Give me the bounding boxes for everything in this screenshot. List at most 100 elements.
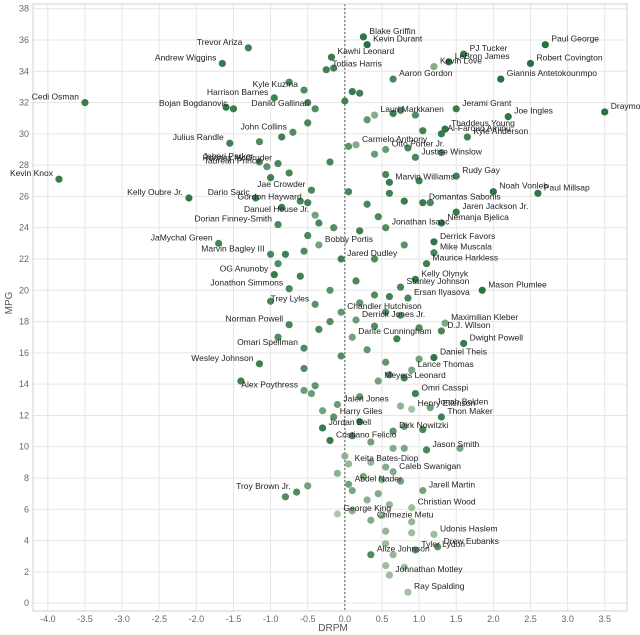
point-label: Jonathan Isaac — [392, 217, 450, 227]
point-label: Bobby Portis — [325, 234, 373, 244]
point-label: Chandler Hutchison — [347, 301, 422, 311]
data-point — [330, 413, 338, 421]
data-point — [411, 111, 419, 119]
data-point — [385, 178, 393, 186]
point-label: Jason Smith — [433, 439, 480, 449]
data-point — [237, 377, 245, 385]
data-point — [263, 163, 271, 171]
data-point — [348, 432, 356, 440]
data-point — [255, 360, 264, 368]
data-point — [315, 219, 323, 227]
data-point — [363, 200, 371, 208]
point-label: Rudy Gay — [462, 165, 501, 175]
point-label: Norman Powell — [226, 314, 284, 324]
data-point — [367, 551, 375, 559]
data-point — [370, 291, 379, 299]
point-label: Omri Casspi — [421, 383, 468, 393]
y-tick-label: 36 — [19, 35, 29, 45]
data-point — [385, 501, 393, 509]
data-point — [408, 504, 416, 512]
data-point — [411, 275, 419, 283]
point-label: Drew Eubanks — [444, 536, 499, 546]
data-point — [389, 75, 397, 83]
data-point — [252, 194, 260, 202]
data-point — [460, 339, 468, 348]
point-label: PJ Tucker — [470, 43, 508, 53]
x-tick-label: 1.0 — [413, 614, 426, 624]
point-label: Derrick Jones Jr. — [362, 309, 425, 319]
data-point — [430, 238, 438, 246]
data-point — [396, 106, 405, 114]
point-label: Henry Ellenson — [418, 398, 476, 408]
data-point — [255, 158, 264, 166]
data-point — [415, 324, 423, 332]
data-point — [278, 203, 286, 211]
data-point — [304, 98, 312, 107]
y-tick-label: 24 — [19, 223, 29, 233]
point-label: Taurean Prince — [204, 156, 261, 166]
data-point — [326, 286, 334, 294]
x-tick-label: 2.0 — [487, 614, 500, 624]
point-label: Troy Brown Jr. — [236, 481, 290, 491]
data-point — [289, 128, 297, 136]
point-label: D.J. Wilson — [447, 320, 490, 330]
data-point — [400, 444, 408, 452]
data-point — [285, 321, 293, 329]
point-label: Maurice Harkless — [433, 253, 499, 263]
data-point — [255, 138, 264, 146]
y-tick-label: 16 — [19, 348, 29, 358]
data-point — [419, 425, 427, 434]
data-point — [311, 105, 319, 113]
data-point — [396, 402, 405, 410]
data-point — [222, 103, 230, 111]
data-point — [315, 325, 323, 334]
data-point — [327, 53, 336, 61]
data-point — [311, 300, 319, 308]
data-point — [396, 311, 405, 319]
data-point — [363, 41, 371, 49]
data-point — [441, 319, 449, 327]
data-point — [322, 66, 330, 74]
data-point — [367, 458, 375, 466]
point-label: Cristiano Felicio — [336, 429, 397, 439]
data-point — [382, 170, 390, 179]
data-point — [534, 189, 542, 197]
data-point — [370, 111, 379, 119]
y-tick-label: 26 — [19, 191, 29, 201]
data-point — [337, 352, 345, 360]
y-tick-label: 22 — [19, 254, 29, 264]
point-label: Kevin Knox — [10, 168, 54, 178]
data-point — [389, 109, 397, 118]
data-point — [437, 327, 445, 335]
data-point — [404, 144, 412, 152]
x-tick-label: 0.5 — [376, 614, 389, 624]
data-point — [244, 44, 252, 52]
y-tick-label: 12 — [19, 410, 29, 420]
grid-lines — [33, 4, 627, 611]
data-point — [478, 286, 486, 294]
point-label: Alize Johnson — [377, 544, 430, 554]
point-label: Kelly Olynyk — [421, 268, 469, 278]
point-label: Draymond Green — [611, 101, 640, 111]
data-point — [337, 308, 345, 316]
data-point — [460, 50, 468, 58]
data-point — [430, 249, 438, 257]
data-point — [445, 58, 453, 66]
data-point — [363, 496, 371, 504]
data-point — [311, 211, 319, 219]
point-label: LeBron James — [455, 51, 510, 61]
data-point — [292, 488, 301, 496]
point-label: George King — [343, 503, 391, 513]
point-label: Robert Covington — [536, 52, 602, 62]
data-point — [396, 283, 405, 291]
data-point — [330, 64, 338, 72]
data-point — [411, 546, 419, 554]
data-point — [430, 530, 438, 538]
data-point — [281, 493, 290, 501]
data-point — [278, 133, 286, 141]
data-point — [400, 563, 408, 571]
y-axis-title: MPG — [4, 291, 15, 314]
data-point — [318, 424, 327, 432]
data-point — [385, 189, 393, 197]
